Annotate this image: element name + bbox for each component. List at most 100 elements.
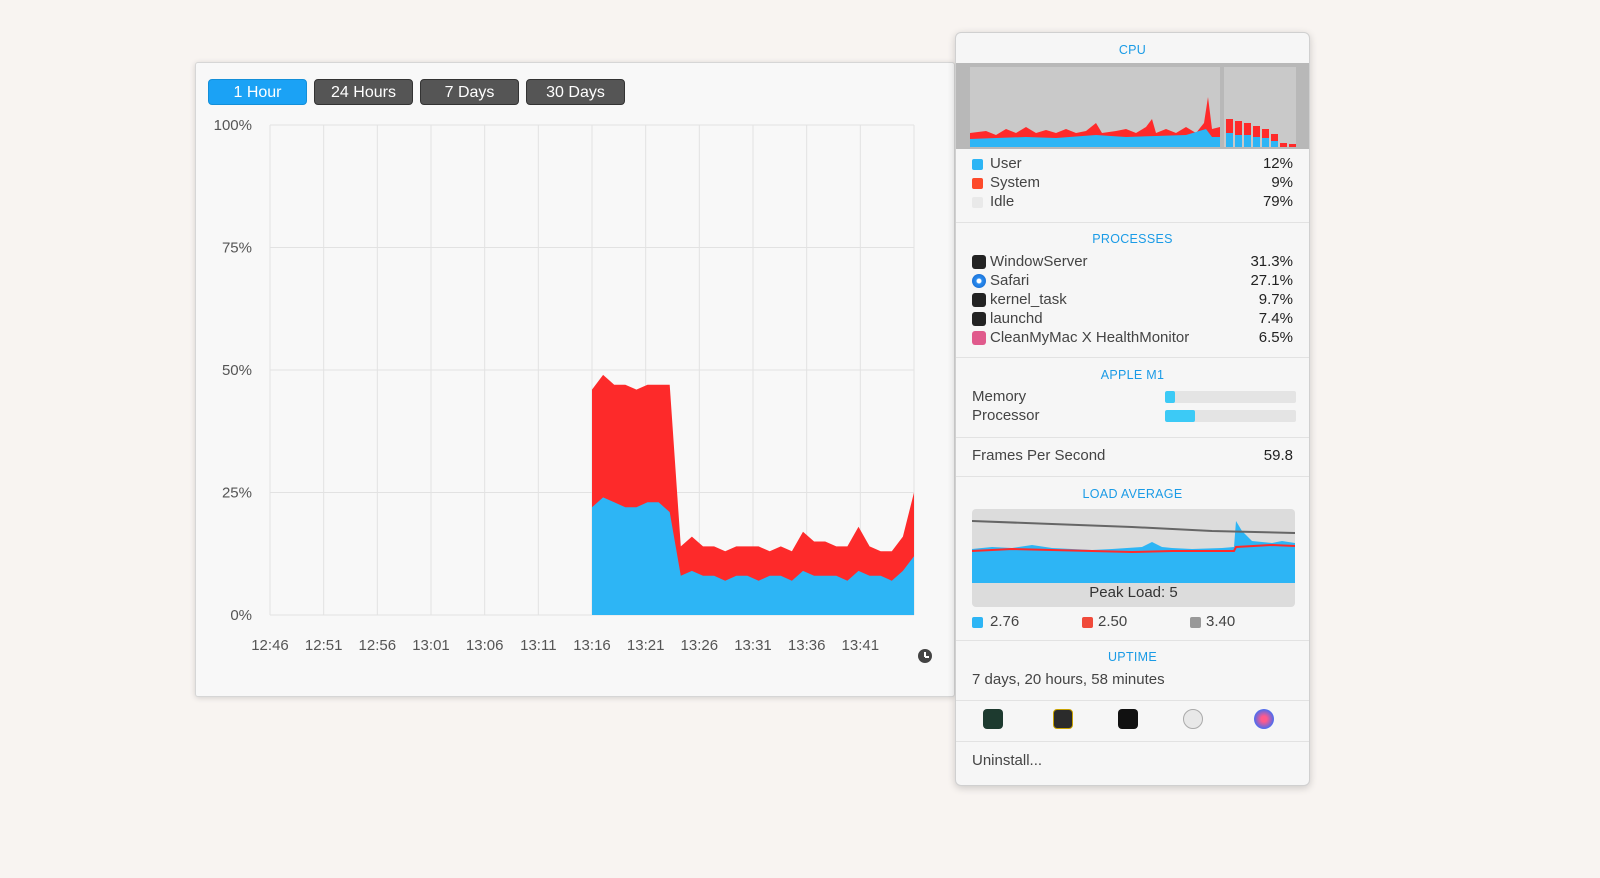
uptime-value: 7 days, 20 hours, 58 minutes: [972, 671, 1165, 688]
cleanmymac-healthmonitor-icon: [972, 331, 986, 345]
terminal-icon[interactable]: [1118, 709, 1138, 729]
process-name: WindowServer: [990, 253, 1088, 270]
load-5-value: 2.50: [1098, 613, 1128, 630]
divider: [956, 437, 1309, 438]
safari-icon: [972, 274, 986, 288]
system-info-icon[interactable]: [1183, 709, 1203, 729]
y-tick-label: 50%: [222, 362, 252, 379]
y-tick-label: 25%: [222, 485, 252, 502]
divider: [956, 476, 1309, 477]
cpu-user-row: User 12%: [972, 155, 1293, 174]
process-name: launchd: [990, 310, 1043, 327]
processor-row: Processor: [972, 407, 1293, 426]
x-tick-label: 13:11: [520, 637, 556, 654]
process-row[interactable]: CleanMyMac X HealthMonitor 6.5%: [972, 329, 1293, 348]
idle-swatch: [972, 197, 983, 208]
system-menu-panel: CPU User 12% System 9% Idle 79% PROCESSE…: [955, 32, 1310, 786]
process-value: 7.4%: [1258, 310, 1293, 327]
console-icon[interactable]: [1053, 709, 1073, 729]
kernel-task-icon: [972, 293, 986, 307]
load-1-value: 2.76: [990, 613, 1020, 630]
cpu-history-chart: 100% 75% 50% 25% 0% 12:46 12:51 12:56 13:01 13:06…: [214, 117, 915, 654]
apple-m1-section-title: APPLE M1: [1100, 368, 1165, 382]
y-tick-label: 75%: [222, 240, 252, 257]
process-name: kernel_task: [990, 291, 1067, 308]
windowserver-icon: [972, 255, 986, 269]
cpu-system-label: System: [990, 174, 1041, 191]
process-name: CleanMyMac X HealthMonitor: [990, 329, 1190, 346]
x-tick-label: 12:56: [359, 637, 397, 654]
cpu-idle-row: Idle 79%: [972, 193, 1293, 212]
processor-bar-fill: [1165, 410, 1196, 422]
cpu-system-value: 9%: [1271, 174, 1293, 191]
memory-bar-fill: [1165, 391, 1176, 403]
launchd-icon: [972, 312, 986, 326]
divider: [956, 222, 1309, 223]
x-tick-label: 12:51: [305, 637, 343, 654]
cpu-history-panel: 1 Hour 24 Hours 7 Days 30 Days 100% 75% 50…: [195, 62, 955, 697]
y-tick-label: 0%: [230, 607, 252, 624]
load-legend: 2.76 2.50 3.40: [972, 613, 1293, 632]
range-24-hours-button[interactable]: 24 Hours: [314, 79, 413, 105]
load-5-swatch: [1082, 617, 1093, 628]
uptime-row: 7 days, 20 hours, 58 minutes: [972, 671, 1293, 690]
cpu-user-value: 12%: [1262, 155, 1293, 172]
process-value: 9.7%: [1258, 291, 1293, 308]
fps-value: 59.8: [1263, 447, 1293, 464]
process-row[interactable]: WindowServer 31.3%: [972, 253, 1293, 272]
peak-load-label: Peak Load: 5: [972, 583, 1295, 607]
divider: [956, 700, 1309, 701]
memory-row: Memory: [972, 388, 1293, 407]
cpu-idle-label: Idle: [990, 193, 1015, 210]
uninstall-row[interactable]: Uninstall...: [972, 752, 1293, 771]
process-name: Safari: [990, 272, 1030, 289]
processor-label: Processor: [972, 407, 1040, 424]
cpu-system-row: System 9%: [972, 174, 1293, 193]
uptime-section-title: UPTIME: [1107, 650, 1158, 664]
process-row[interactable]: kernel_task 9.7%: [972, 291, 1293, 310]
clock-icon[interactable]: [918, 649, 932, 663]
divider: [956, 357, 1309, 358]
range-30-days-button[interactable]: 30 Days: [526, 79, 625, 105]
processes-section-title: PROCESSES: [1092, 232, 1173, 246]
x-tick-label: 13:26: [681, 637, 719, 654]
system-swatch: [972, 178, 983, 189]
x-tick-label: 13:31: [734, 637, 772, 654]
cpu-section-title: CPU: [1118, 43, 1147, 57]
uninstall-button[interactable]: Uninstall...: [972, 752, 1043, 769]
user-area-series: [592, 497, 914, 615]
x-tick-label: 13:16: [573, 637, 611, 654]
cpu-idle-value: 79%: [1262, 193, 1293, 210]
process-row[interactable]: Safari 27.1%: [972, 272, 1293, 291]
load-15-swatch: [1190, 617, 1201, 628]
process-value: 31.3%: [1250, 253, 1293, 270]
process-value: 27.1%: [1250, 272, 1293, 289]
x-tick-label: 13:21: [627, 637, 665, 654]
fps-row: Frames Per Second 59.8: [972, 447, 1293, 466]
load-average-graph: [972, 509, 1295, 583]
divider: [956, 640, 1309, 641]
processor-bar: [1165, 410, 1296, 422]
activity-monitor-icon[interactable]: [983, 709, 1003, 729]
y-tick-label: 100%: [214, 117, 252, 134]
cpu-mini-graph: [956, 63, 1309, 149]
range-1-hour-button[interactable]: 1 Hour: [208, 79, 307, 105]
process-value: 6.5%: [1258, 329, 1293, 346]
load-average-section-title: LOAD AVERAGE: [1082, 487, 1183, 501]
load-1-swatch: [972, 617, 983, 628]
load-15-value: 3.40: [1206, 613, 1236, 630]
cpu-user-label: User: [990, 155, 1022, 172]
divider: [956, 741, 1309, 742]
x-tick-label: 13:41: [842, 637, 880, 654]
cleanmymac-icon[interactable]: [1254, 709, 1274, 729]
memory-bar: [1165, 391, 1296, 403]
x-tick-label: 13:01: [412, 637, 450, 654]
process-row[interactable]: launchd 7.4%: [972, 310, 1293, 329]
fps-label: Frames Per Second: [972, 447, 1106, 464]
x-tick-label: 13:36: [788, 637, 826, 654]
user-swatch: [972, 159, 983, 170]
x-tick-label: 12:46: [251, 637, 289, 654]
range-7-days-button[interactable]: 7 Days: [420, 79, 519, 105]
memory-label: Memory: [972, 388, 1027, 405]
x-tick-label: 13:06: [466, 637, 504, 654]
